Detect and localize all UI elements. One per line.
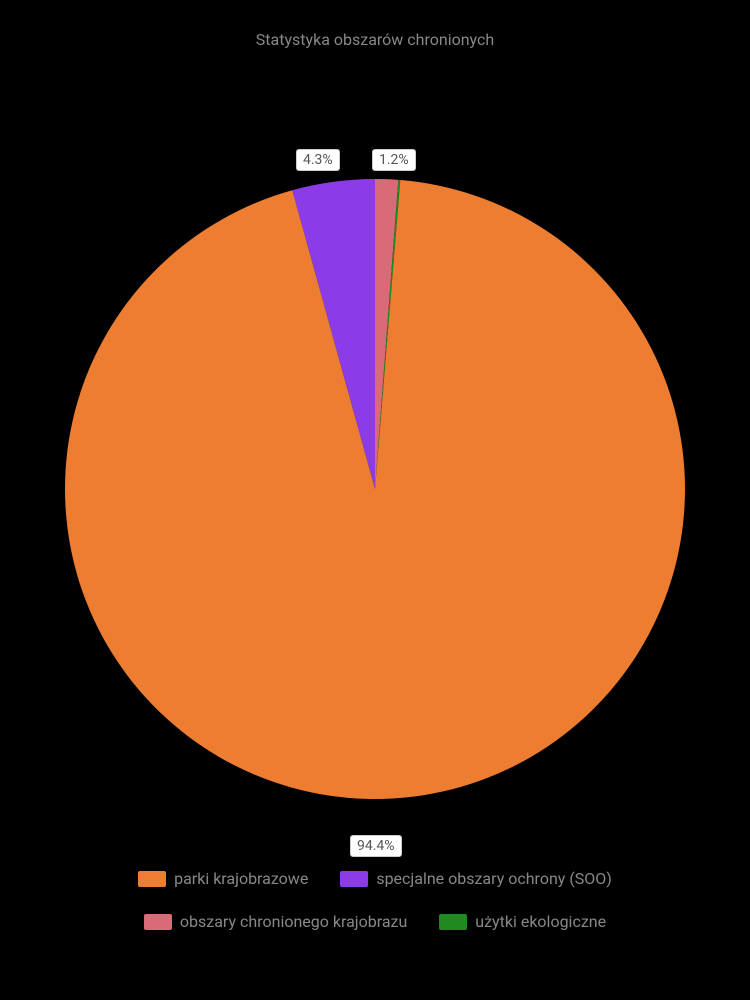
chart-container: Statystyka obszarów chronionych 94.4% 4.3… xyxy=(0,0,750,1000)
legend-item: obszary chronionego krajobrazu xyxy=(144,912,407,931)
legend-item: użytki ekologiczne xyxy=(439,912,606,931)
legend-item: parki krajobrazowe xyxy=(138,869,308,888)
legend-label: parki krajobrazowe xyxy=(174,869,308,888)
legend-label: obszary chronionego krajobrazu xyxy=(180,912,407,931)
slice-label: 4.3% xyxy=(296,149,340,171)
legend-label: użytki ekologiczne xyxy=(475,912,606,931)
pie-chart xyxy=(0,49,750,869)
legend-label: specjalne obszary ochrony (SOO) xyxy=(376,869,612,888)
legend-swatch xyxy=(439,914,467,930)
legend-swatch xyxy=(340,871,368,887)
slice-label: 1.2% xyxy=(372,149,416,171)
chart-title: Statystyka obszarów chronionych xyxy=(0,0,750,49)
slice-label: 94.4% xyxy=(350,835,402,857)
legend-swatch xyxy=(138,871,166,887)
chart-area: 94.4% 4.3% 1.2% xyxy=(0,49,750,869)
legend: parki krajobrazowe specjalne obszary ochr… xyxy=(0,869,750,961)
legend-swatch xyxy=(144,914,172,930)
legend-item: specjalne obszary ochrony (SOO) xyxy=(340,869,612,888)
